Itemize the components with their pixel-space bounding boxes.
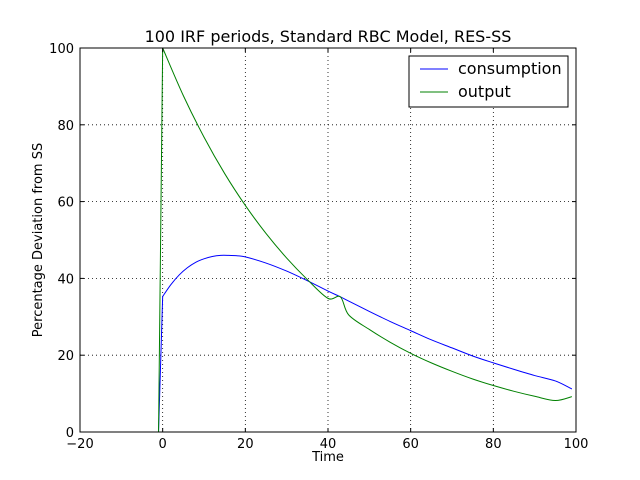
series-line-consumption	[80, 254, 573, 433]
y-tick-label: 100	[49, 42, 74, 57]
x-axis-label: Time	[311, 450, 344, 465]
y-tick-label: 80	[57, 119, 74, 134]
y-tick-label: 60	[57, 196, 74, 211]
y-axis-label: Percentage Deviation from SS	[31, 143, 46, 337]
x-tick-label: 100	[564, 437, 589, 452]
chart-title: 100 IRF periods, Standard RBC Model, RES…	[145, 27, 512, 46]
grid-lines	[80, 48, 576, 432]
legend-label-output: output	[458, 82, 511, 101]
x-tick-label: 80	[485, 437, 502, 452]
series-line-output	[80, 47, 572, 433]
x-tick-label: 40	[320, 437, 337, 452]
legend-box	[408, 55, 569, 108]
x-tick-label: 60	[402, 437, 419, 452]
plot-series	[80, 47, 573, 433]
y-tick-label: 20	[57, 349, 74, 364]
x-tick-label: 0	[159, 437, 167, 452]
x-tick-label: 20	[237, 437, 254, 452]
x-tick-label: −20	[66, 437, 93, 452]
legend-label-consumption: consumption	[458, 59, 562, 78]
y-tick-label: 40	[57, 272, 74, 287]
legend: consumption output	[408, 55, 569, 108]
axis-ticks	[79, 47, 577, 433]
y-tick-label: 0	[66, 426, 74, 441]
